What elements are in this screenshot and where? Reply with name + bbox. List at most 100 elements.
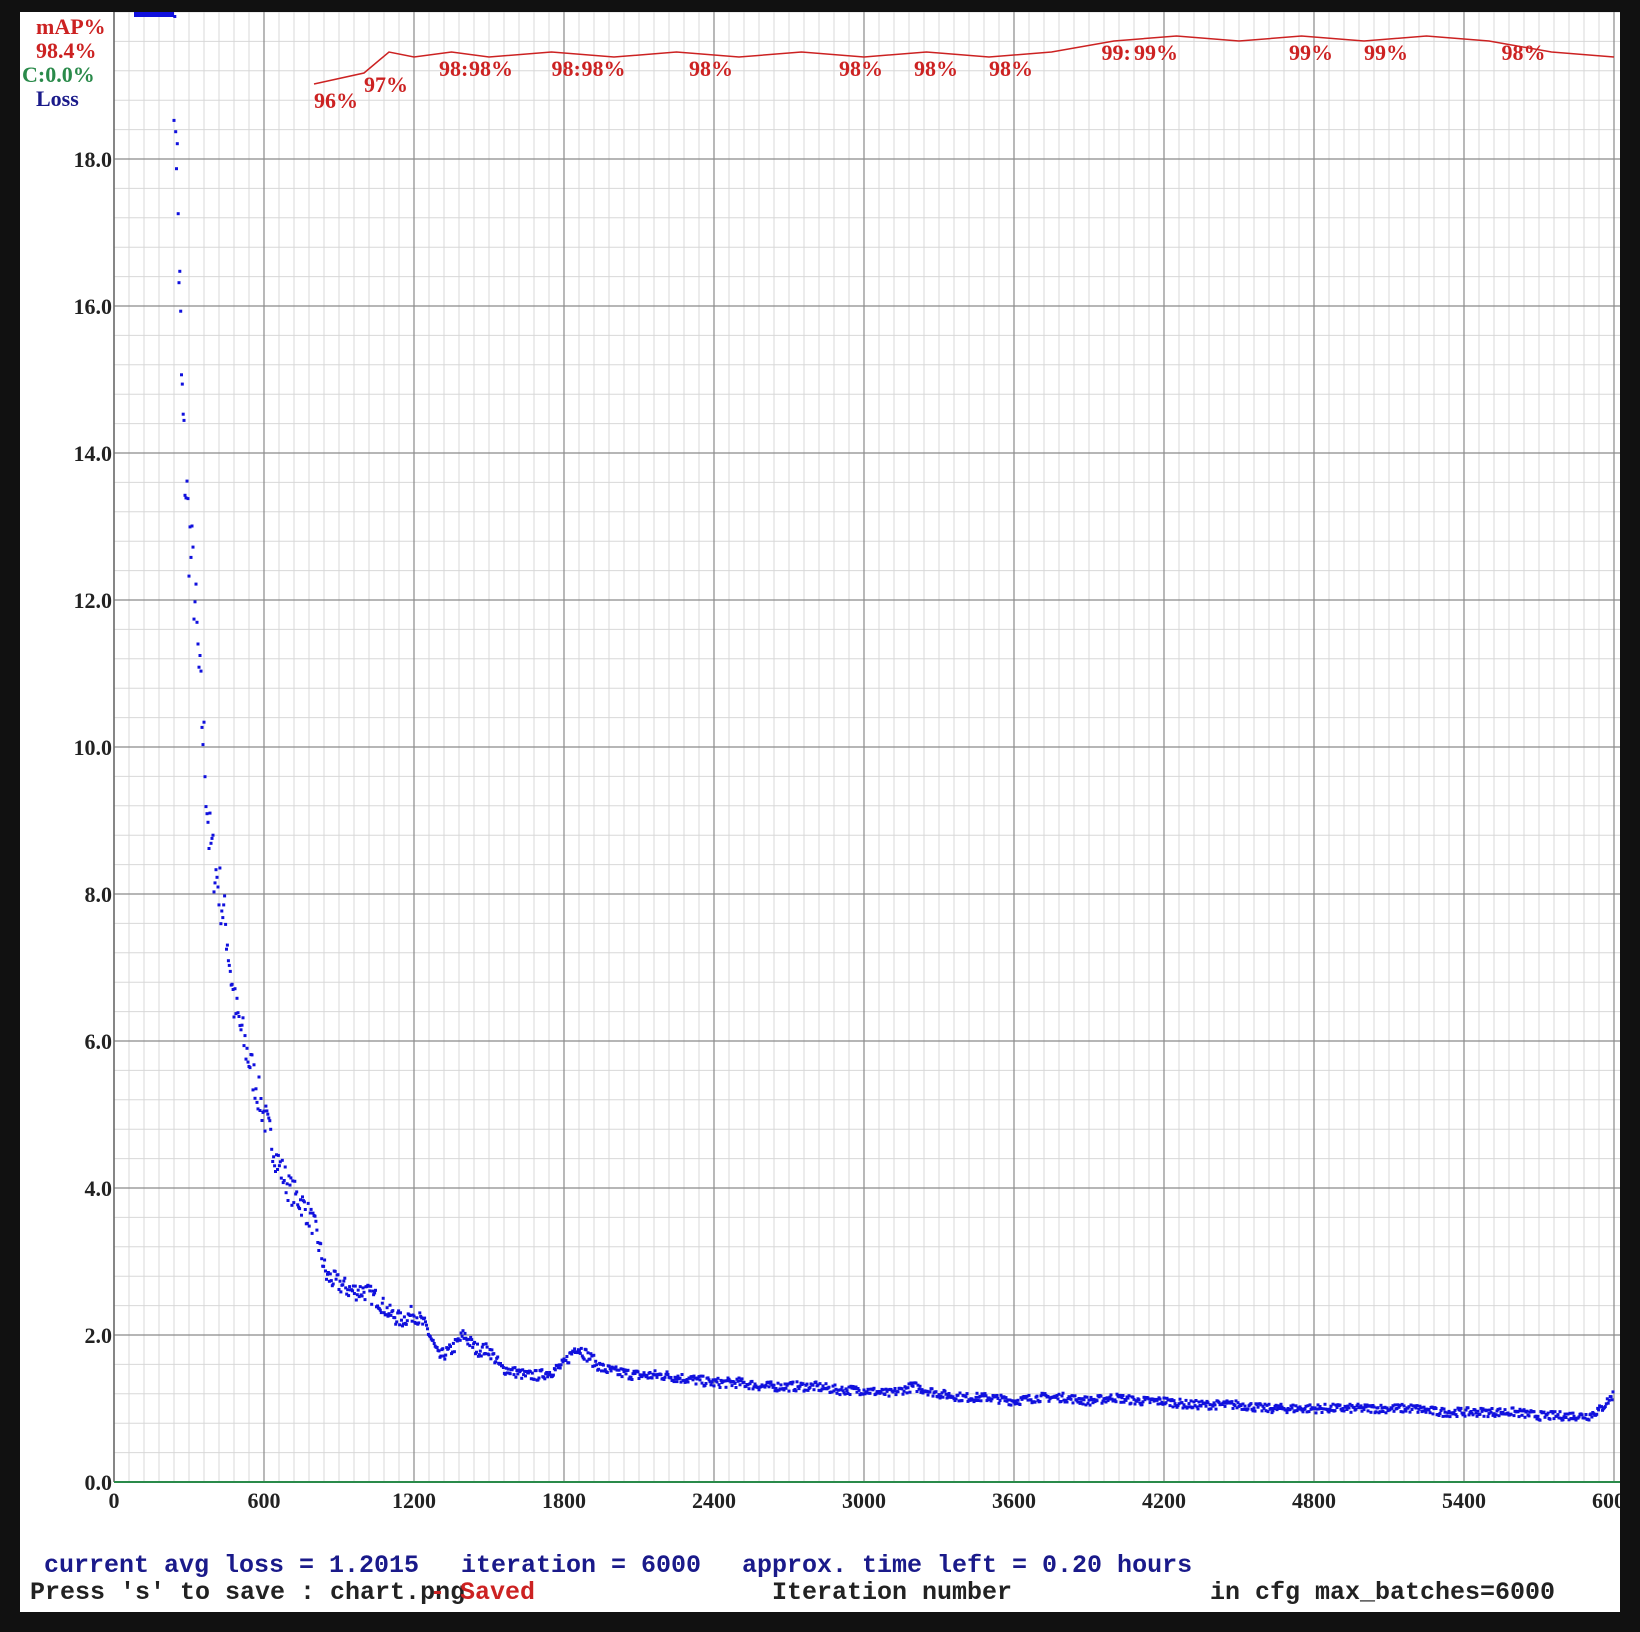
loss-point — [943, 1389, 947, 1393]
loss-point — [503, 1372, 507, 1376]
loss-point — [401, 1324, 404, 1328]
loss-point — [371, 1289, 375, 1293]
loss-point — [314, 1219, 318, 1223]
loss-point — [1191, 1405, 1195, 1409]
loss-point — [1434, 1407, 1438, 1410]
loss-point — [1390, 1406, 1394, 1410]
loss-point — [212, 890, 216, 894]
loss-point — [697, 1375, 701, 1379]
loss-point — [1174, 1404, 1178, 1408]
x-tick-label: 3000 — [842, 1488, 886, 1513]
loss-point — [1059, 1400, 1063, 1403]
loss-point — [354, 1298, 358, 1302]
loss-point — [572, 1350, 576, 1354]
loss-point — [175, 167, 178, 171]
loss-point — [331, 1282, 335, 1286]
loss-point — [1278, 1407, 1282, 1410]
loss-point — [356, 1288, 360, 1292]
loss-point — [323, 1258, 327, 1262]
loss-point — [1352, 1406, 1356, 1409]
loss-point — [771, 1385, 775, 1389]
loss-point — [1113, 1398, 1117, 1402]
loss-point — [1088, 1403, 1092, 1407]
loss-point — [172, 118, 176, 122]
loss-point — [276, 1168, 279, 1171]
loss-point — [1104, 1400, 1108, 1404]
loss-point — [794, 1389, 798, 1393]
loss-point — [851, 1385, 855, 1388]
loss-point — [1196, 1407, 1200, 1411]
loss-point — [719, 1378, 723, 1382]
loss-point — [1108, 1395, 1112, 1399]
loss-point — [322, 1264, 326, 1268]
loss-point — [862, 1388, 866, 1392]
loss-point — [1523, 1415, 1527, 1419]
loss-point — [1590, 1415, 1594, 1419]
loss-point — [808, 1385, 812, 1389]
loss-point — [1512, 1414, 1516, 1418]
loss-point — [1475, 1414, 1479, 1418]
loss-point — [669, 1376, 673, 1379]
loss-point — [455, 1339, 459, 1343]
loss-point — [1341, 1407, 1345, 1410]
loss-point — [701, 1374, 705, 1378]
loss-point — [560, 1358, 564, 1362]
loss-point — [233, 987, 237, 991]
loss-point — [1397, 1405, 1401, 1409]
loss-point — [1262, 1406, 1266, 1410]
loss-point — [1263, 1402, 1267, 1406]
loss-point — [1234, 1399, 1238, 1403]
loss-point — [387, 1312, 391, 1316]
loss-point — [940, 1391, 944, 1395]
loss-point — [1240, 1407, 1244, 1411]
loss-point — [1480, 1409, 1484, 1413]
loss-point — [449, 1345, 452, 1348]
loss-point — [603, 1368, 607, 1372]
loss-point — [624, 1372, 628, 1376]
loss-point — [1225, 1399, 1229, 1403]
loss-point — [1305, 1410, 1309, 1414]
loss-point — [821, 1384, 825, 1388]
loss-point — [190, 524, 194, 528]
loss-point — [551, 1373, 555, 1377]
loss-point — [1301, 1410, 1305, 1414]
loss-point — [740, 1377, 744, 1381]
loss-point — [268, 1119, 272, 1123]
loss-chart: 0.0 2.0 4.0 6.0 8.0 10.0 12.0 14.0 16.0 18.0 0 600… — [74, 12, 1620, 1513]
loss-point — [408, 1314, 412, 1317]
loss-point — [1595, 1412, 1599, 1416]
loss-point — [214, 868, 218, 872]
loss-point — [716, 1376, 720, 1380]
loss-point — [595, 1363, 599, 1367]
loss-point — [1266, 1410, 1270, 1414]
loss-point — [204, 805, 208, 809]
loss-point — [881, 1388, 885, 1392]
loss-point — [1409, 1403, 1413, 1407]
loss-point — [1110, 1397, 1114, 1401]
loss-point — [338, 1279, 342, 1283]
loss-point — [1459, 1406, 1463, 1410]
loss-point — [1366, 1409, 1370, 1413]
loss-point — [605, 1371, 609, 1374]
loss-point — [409, 1304, 413, 1308]
loss-point — [718, 1386, 722, 1389]
loss-point — [1061, 1391, 1065, 1395]
loss-point — [926, 1393, 930, 1397]
loss-point — [347, 1294, 351, 1298]
loss-point — [536, 1378, 540, 1382]
loss-point — [1026, 1398, 1030, 1402]
loss-point — [733, 1381, 737, 1385]
loss-point — [1349, 1410, 1353, 1414]
loss-point — [529, 1377, 533, 1381]
loss-point — [973, 1399, 977, 1402]
loss-point — [623, 1368, 627, 1372]
loss-point — [275, 1153, 278, 1157]
loss-point — [672, 1380, 676, 1384]
loss-point — [1304, 1404, 1308, 1408]
loss-point — [352, 1292, 356, 1295]
loss-point — [1019, 1396, 1023, 1400]
loss-point — [1545, 1413, 1549, 1417]
loss-point — [1056, 1397, 1060, 1401]
loss-point — [262, 1109, 266, 1113]
loss-point — [818, 1382, 822, 1386]
